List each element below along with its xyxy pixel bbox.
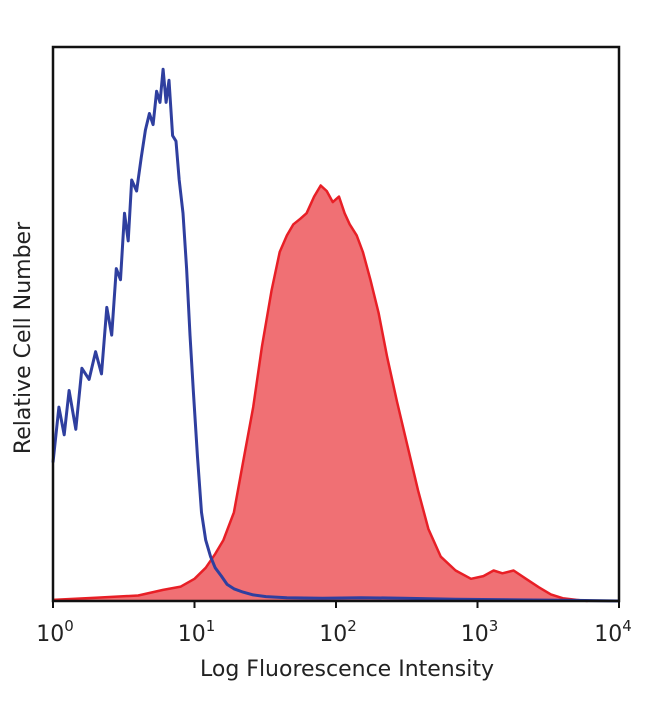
x-tick-label: 100 <box>36 617 74 647</box>
x-tick-label: 102 <box>319 617 357 647</box>
series-line-blue <box>51 67 620 603</box>
x-tick-label: 104 <box>594 617 632 647</box>
x-tick-label: 103 <box>461 617 499 647</box>
x-ticks: 100 101 102 103 104 <box>36 601 632 647</box>
x-tick-label: 101 <box>178 617 216 647</box>
series-outline-red <box>52 184 588 603</box>
series-area-red <box>53 185 588 601</box>
x-axis-label: Log Fluorescence Intensity <box>200 657 494 682</box>
series-layer <box>51 67 620 603</box>
y-axis-label: Relative Cell Number <box>11 221 36 454</box>
